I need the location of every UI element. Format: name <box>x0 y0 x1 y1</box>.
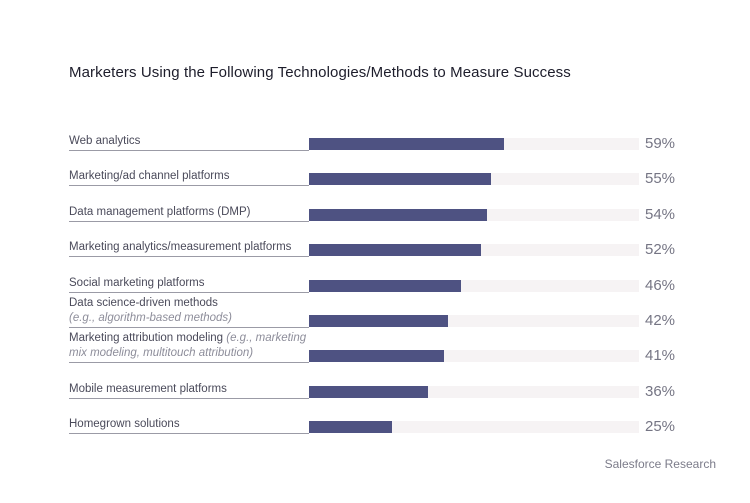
category-divider <box>69 220 309 222</box>
bar-value-label: 25% <box>645 418 676 436</box>
category-label-text: Marketing attribution modeling <box>69 332 227 345</box>
bar-value-label: 36% <box>645 382 676 400</box>
bar <box>309 244 481 257</box>
category-label-text: Social marketing platforms <box>69 276 205 289</box>
chart-title: Marketers Using the Following Technologi… <box>69 64 571 81</box>
category-label: Web analytics <box>69 134 309 149</box>
category-label: Data science-driven methods (e.g., algori… <box>69 296 309 326</box>
bar-value-label: 41% <box>645 347 676 365</box>
category-divider <box>69 150 309 151</box>
bar-value-label: 59% <box>645 135 676 152</box>
category-label: Mobile measurement platforms <box>69 382 309 397</box>
bar <box>309 350 445 363</box>
bar-value-label: 54% <box>645 205 676 223</box>
category-divider <box>69 362 309 364</box>
bar-value-label: 52% <box>645 241 676 259</box>
bar-track <box>309 421 639 434</box>
category-divider <box>69 327 309 328</box>
category-label: Social marketing platforms <box>69 276 309 291</box>
category-label: Marketing analytics/measurement platform… <box>69 240 309 255</box>
category-label: Homegrown solutions <box>69 417 309 432</box>
source-credit: Salesforce Research <box>604 457 716 471</box>
bar-value-label: 55% <box>645 170 676 188</box>
bar <box>309 173 491 186</box>
category-label: Data management platforms (DMP) <box>69 205 309 220</box>
bar <box>309 421 392 434</box>
category-label-text: Marketing analytics/measurement platform… <box>69 241 292 254</box>
bar-value-label: 46% <box>645 276 676 294</box>
category-divider <box>69 256 309 258</box>
category-divider <box>69 433 309 435</box>
bar <box>309 279 461 292</box>
category-label: Marketing/ad channel platforms <box>69 169 309 184</box>
bar-value-label: 42% <box>645 312 676 329</box>
category-divider <box>69 291 309 293</box>
bar <box>309 315 448 327</box>
category-label-text: Mobile measurement platforms <box>69 382 227 395</box>
category-divider <box>69 185 309 187</box>
category-label-text: Data management platforms (DMP) <box>69 205 251 218</box>
category-label-note: (e.g., algorithm-based methods) <box>69 312 232 324</box>
bar <box>309 385 428 398</box>
category-label-text: Web analytics <box>69 135 141 147</box>
category-label-text: Homegrown solutions <box>69 418 180 431</box>
category-label-note: (e.g., marketing mix modeling, multitouc… <box>69 332 307 360</box>
category-label: Marketing attribution modeling (e.g., ma… <box>69 331 309 361</box>
category-label-text: Marketing/ad channel platforms <box>69 170 230 183</box>
bar <box>309 138 504 150</box>
category-divider <box>69 397 309 399</box>
category-label-text: Data science-driven methods <box>69 297 218 309</box>
bar <box>309 208 488 221</box>
